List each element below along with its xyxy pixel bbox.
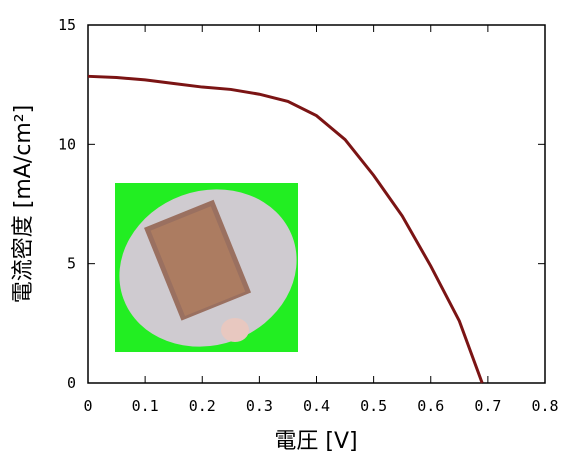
x-axis-label: 電圧 [V] — [274, 429, 357, 454]
y-tick-label: 5 — [67, 255, 76, 273]
x-tick-label: 0.3 — [246, 397, 273, 415]
x-tick-label: 0.5 — [360, 397, 387, 415]
x-tick-label: 0.2 — [189, 397, 216, 415]
x-tick-label: 0.8 — [531, 397, 558, 415]
curve — [87, 74, 484, 384]
x-tick-label: 0.7 — [474, 397, 501, 415]
x-tick-label: 0.1 — [132, 397, 159, 415]
x-tick-label: 0.6 — [417, 397, 444, 415]
y-axis-label: 電流密度 [mA/cm²] — [11, 105, 36, 303]
y-tick-label: 0 — [67, 374, 76, 392]
x-tick-label: 0.4 — [303, 397, 330, 415]
y-tick-label: 15 — [58, 16, 76, 34]
y-tick-label: 10 — [58, 135, 76, 153]
inset-photo — [115, 183, 298, 352]
x-tick-label: 0 — [83, 397, 92, 415]
